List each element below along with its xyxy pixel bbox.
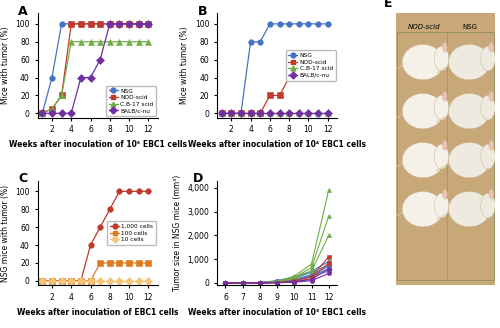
Ellipse shape: [434, 95, 449, 120]
Ellipse shape: [480, 144, 495, 169]
Ellipse shape: [434, 144, 449, 169]
Ellipse shape: [480, 46, 495, 71]
X-axis label: Weeks after inoculation of 10⁵ EBC1 cells: Weeks after inoculation of 10⁵ EBC1 cell…: [8, 140, 186, 149]
Ellipse shape: [434, 46, 449, 71]
Y-axis label: Mice with tumor (%): Mice with tumor (%): [1, 27, 10, 104]
Ellipse shape: [442, 91, 448, 101]
X-axis label: Weeks after inoculation of 10³ EBC1 cells: Weeks after inoculation of 10³ EBC1 cell…: [188, 308, 366, 317]
Text: E: E: [384, 0, 393, 10]
Text: NOD-scid: NOD-scid: [408, 24, 440, 30]
Ellipse shape: [402, 93, 444, 129]
Text: A: A: [18, 5, 28, 18]
Text: NSG: NSG: [463, 24, 478, 30]
Ellipse shape: [402, 44, 444, 80]
Y-axis label: Tumor size in NSG mice (mm³): Tumor size in NSG mice (mm³): [173, 175, 182, 291]
Ellipse shape: [442, 189, 448, 199]
Y-axis label: NSG mice with tumor (%): NSG mice with tumor (%): [1, 184, 10, 281]
Legend: NSG, NOD-scid, C.B-17 scid, BALB/c-nu: NSG, NOD-scid, C.B-17 scid, BALB/c-nu: [106, 86, 156, 116]
X-axis label: Weeks after inoculation of 10⁴ EBC1 cells: Weeks after inoculation of 10⁴ EBC1 cell…: [188, 140, 366, 149]
Ellipse shape: [442, 140, 448, 150]
Ellipse shape: [480, 95, 495, 120]
Ellipse shape: [402, 192, 444, 227]
Ellipse shape: [448, 93, 490, 129]
FancyBboxPatch shape: [397, 32, 494, 280]
Y-axis label: Mice with tumor (%): Mice with tumor (%): [180, 27, 189, 104]
Ellipse shape: [448, 44, 490, 80]
Legend: NSG, NOD-scid, C.B-17 scid, BALB/c-nu: NSG, NOD-scid, C.B-17 scid, BALB/c-nu: [286, 50, 336, 81]
Ellipse shape: [489, 140, 494, 150]
Ellipse shape: [489, 42, 494, 52]
Legend: 1,000 cells, 100 cells, 10 cells: 1,000 cells, 100 cells, 10 cells: [108, 221, 156, 245]
Text: D: D: [193, 172, 203, 185]
Ellipse shape: [448, 192, 490, 227]
Text: C: C: [18, 172, 28, 185]
Text: B: B: [198, 5, 207, 18]
Ellipse shape: [448, 142, 490, 178]
Ellipse shape: [442, 42, 448, 52]
Ellipse shape: [489, 189, 494, 199]
Ellipse shape: [402, 142, 444, 178]
Ellipse shape: [434, 193, 449, 218]
Ellipse shape: [489, 91, 494, 101]
Ellipse shape: [480, 193, 495, 218]
X-axis label: Weeks after inoculation of EBC1 cells: Weeks after inoculation of EBC1 cells: [17, 308, 178, 317]
